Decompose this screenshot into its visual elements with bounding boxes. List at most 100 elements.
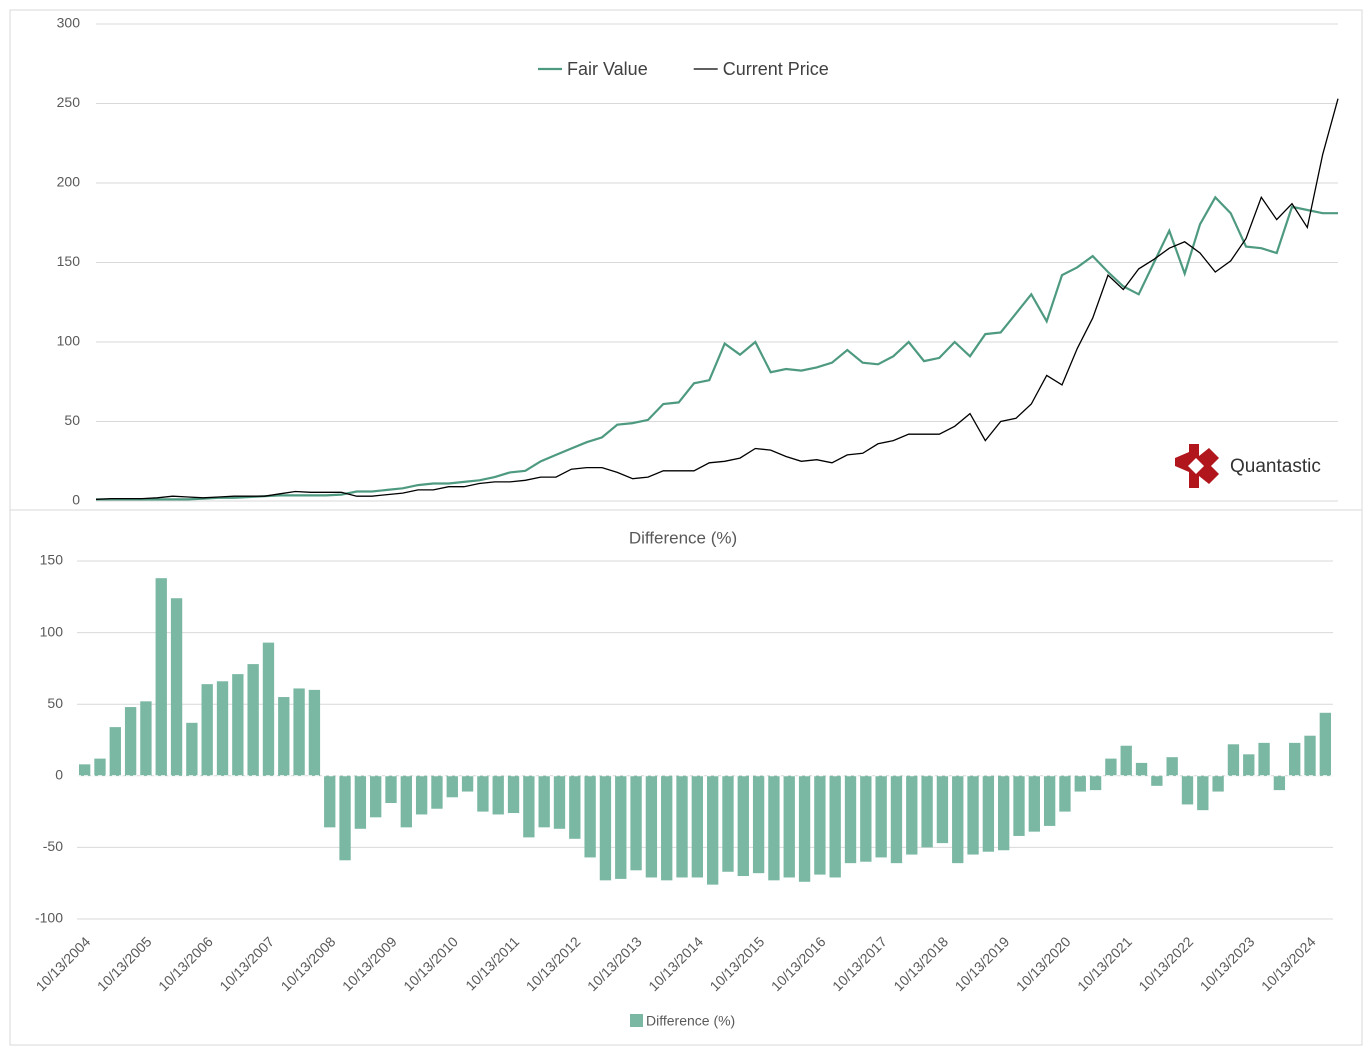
bar [1166,757,1178,776]
x-tick-label: 10/13/2008 [278,933,339,994]
bar [186,722,198,776]
bar [492,775,504,815]
bar [247,664,259,776]
bar [1197,775,1209,811]
x-tick-label: 10/13/2007 [216,933,277,994]
bar [844,775,857,864]
bar [783,775,795,878]
x-tick-label: 10/13/2011 [462,933,522,993]
bar [1212,775,1224,792]
bar [308,689,321,776]
y-tick-label: 300 [57,15,81,31]
x-tick-label: 10/13/2009 [339,933,400,994]
bar [400,775,412,828]
bar [615,775,627,879]
x-tick-label: 10/13/2020 [1013,933,1074,994]
bar [1028,775,1040,832]
bar [982,775,995,852]
y-tick-label: 50 [64,412,80,428]
bar [262,642,275,776]
y-tick-label: 50 [47,695,63,711]
bar [722,775,734,872]
x-tick-label: 10/13/2024 [1258,933,1319,994]
bottom-panel [9,509,1363,1046]
x-tick-label: 10/13/2004 [33,933,94,994]
bar [768,775,780,881]
bar [1105,758,1117,776]
bar [599,775,612,881]
bar [140,701,152,776]
legend-swatch [630,1014,643,1027]
bar [553,775,566,829]
x-tick-label: 10/13/2014 [645,933,706,994]
chart-title: Difference (%) [629,528,737,547]
bar [155,578,167,776]
x-tick-label: 10/13/2022 [1135,933,1196,994]
bar [875,775,887,858]
bar [952,775,964,864]
x-tick-label: 10/13/2006 [155,933,216,994]
y-tick-label: 150 [57,253,81,269]
bar [523,775,535,838]
bar [906,775,918,855]
y-tick-label: 100 [40,623,64,639]
bar [1319,712,1332,776]
bar [216,681,229,776]
bar [1243,754,1255,776]
bar [645,775,658,878]
series-line [96,195,1338,501]
x-tick-label: 10/13/2018 [890,933,951,994]
bar [78,764,91,776]
x-tick-label: 10/13/2015 [706,933,767,994]
bar [461,775,474,792]
logo-center [1188,458,1204,474]
y-tick-label: -100 [35,910,63,926]
bar [860,775,872,862]
x-tick-label: 10/13/2016 [768,933,829,994]
top-panel [9,9,1363,511]
bar [1120,745,1132,776]
bar [339,775,351,861]
bar [752,775,765,874]
bar [1135,762,1148,776]
bar [1258,742,1270,776]
bar [1273,775,1286,791]
bar [798,775,811,882]
x-tick-label: 10/13/2017 [829,933,890,994]
legend-label: Difference (%) [646,1013,735,1029]
bar [431,775,443,809]
bar [829,775,841,878]
bar [1151,775,1163,786]
bar [1304,735,1316,776]
bar [278,697,290,776]
bar [232,674,244,776]
bar [370,775,382,818]
x-tick-label: 10/13/2005 [94,933,155,994]
y-tick-label: 150 [40,552,64,568]
bar [477,775,489,812]
legend-label: Fair Value [567,59,648,79]
series-line [95,98,1339,501]
bar [1074,775,1086,792]
bar [446,775,458,798]
bar [1059,775,1071,812]
x-tick-label: 10/13/2019 [952,933,1013,994]
y-tick-label: -50 [43,838,63,854]
bar [998,775,1010,851]
bar [94,758,106,776]
bar [385,775,397,804]
bar [890,775,903,864]
bar [354,775,367,829]
bar [170,598,183,776]
bar [1089,775,1102,791]
bar [921,775,933,848]
legend-label: Current Price [723,59,829,79]
bar [201,684,213,776]
bar [1013,775,1025,836]
bar [814,775,826,875]
bar [737,775,749,877]
bar [538,775,550,828]
x-tick-label: 10/13/2023 [1197,933,1258,994]
bar [569,775,581,839]
